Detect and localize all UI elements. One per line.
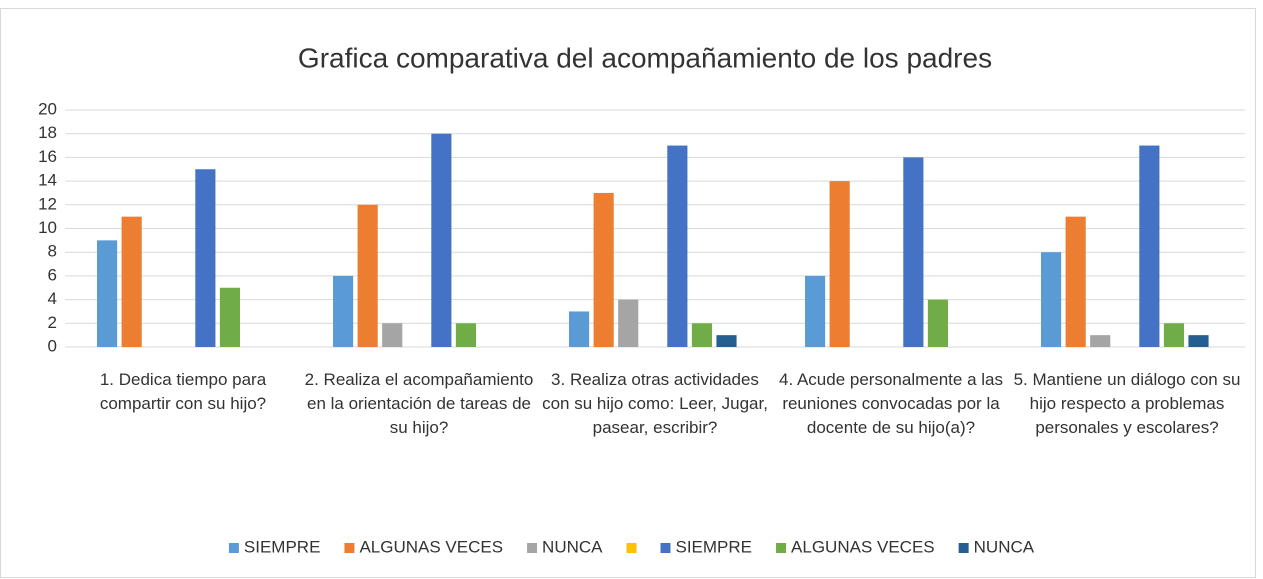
legend-label: NUNCA <box>974 537 1035 556</box>
x-tick-label: 2. Realiza el acompañamiento en la orien… <box>304 370 534 437</box>
legend-marker <box>527 543 538 553</box>
legend-marker <box>626 543 637 553</box>
bar <box>97 240 118 347</box>
bar <box>195 169 216 347</box>
legend-label: SIEMPRE <box>244 537 321 556</box>
bar <box>1188 335 1209 347</box>
bar <box>829 181 850 347</box>
bar <box>219 287 241 347</box>
y-tick-label: 0 <box>48 336 57 355</box>
legend-marker <box>344 543 355 553</box>
y-tick-label: 6 <box>48 265 57 284</box>
bar <box>903 157 924 347</box>
y-tick-label: 14 <box>38 171 57 190</box>
x-tick-label: 1. Dedica tiempo para compartir con su h… <box>99 370 267 413</box>
bar <box>618 299 639 347</box>
legend-label: ALGUNAS VECES <box>359 537 503 556</box>
y-tick-label: 18 <box>38 123 57 142</box>
y-tick-label: 8 <box>48 242 57 261</box>
bar <box>382 323 403 347</box>
bar <box>805 275 826 347</box>
legend-label: NUNCA <box>542 537 603 556</box>
bar <box>1139 145 1160 347</box>
y-tick-label: 10 <box>38 218 57 237</box>
x-tick-label: 5. Mantiene un diálogo con su hijo respe… <box>1013 370 1241 437</box>
y-tick-label: 12 <box>38 194 57 213</box>
bar <box>431 133 452 347</box>
legend-marker <box>228 543 239 553</box>
bar <box>716 335 737 347</box>
bar <box>121 216 142 347</box>
bar <box>927 299 949 347</box>
legend-label: ALGUNAS VECES <box>791 537 935 556</box>
bar <box>569 311 590 347</box>
legend-label: SIEMPRE <box>676 537 753 556</box>
legend-marker <box>776 543 787 553</box>
legend-marker <box>660 543 671 553</box>
bar <box>455 323 477 347</box>
bar <box>1163 323 1185 347</box>
bar <box>691 323 713 347</box>
bar <box>357 204 378 347</box>
y-tick-label: 4 <box>48 289 57 308</box>
y-tick-label: 16 <box>38 147 57 166</box>
legend-marker <box>958 543 969 553</box>
bar <box>1090 335 1111 347</box>
bar <box>333 275 354 347</box>
x-tick-label: 4. Acude personalmente a las reuniones c… <box>779 370 1003 437</box>
bar <box>667 145 688 347</box>
y-tick-label: 2 <box>48 313 57 332</box>
y-tick-label: 20 <box>38 99 57 118</box>
bar <box>1065 216 1086 347</box>
chart-title: Grafica comparativa del acompañamiento d… <box>298 42 992 73</box>
bar <box>593 192 614 347</box>
x-tick-label: 3. Realiza otras actividades con su hijo… <box>542 370 768 437</box>
bar <box>1041 252 1062 347</box>
